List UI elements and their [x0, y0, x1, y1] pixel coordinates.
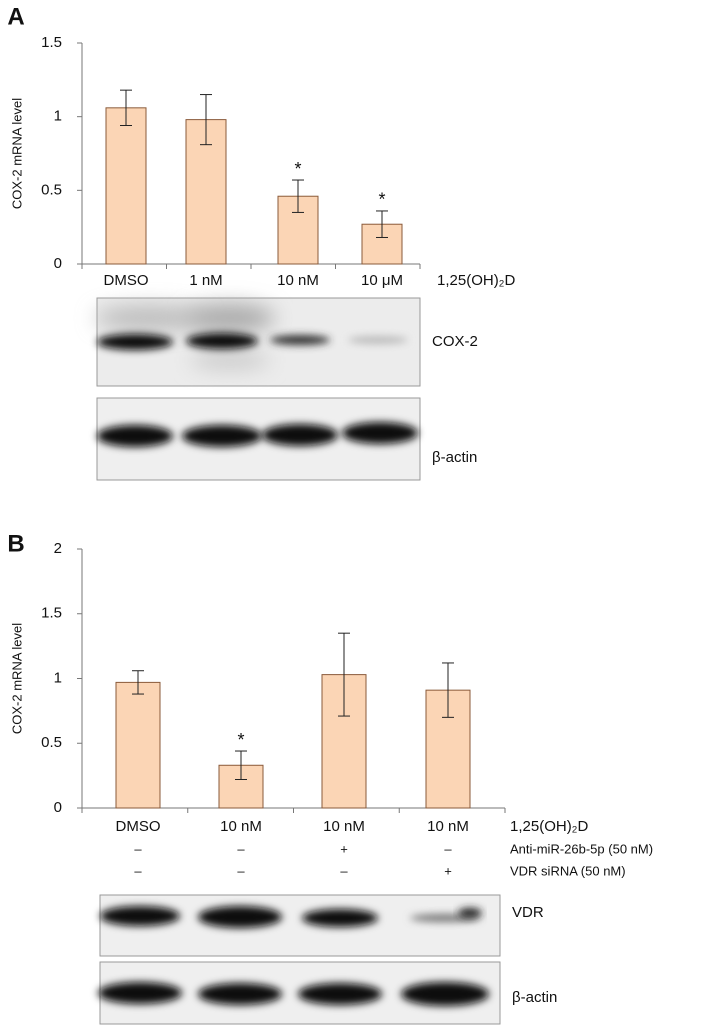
y-axis-label: COX-2 mRNA level	[9, 623, 24, 734]
y-tick-label: 1.5	[41, 34, 62, 51]
x-tick-label: 10 nM	[427, 818, 469, 835]
treatment-sign: –	[237, 863, 245, 878]
significance-mark: *	[378, 190, 385, 210]
treatment-name: VDR siRNA (50 nM)	[510, 863, 626, 878]
x-tick-label: DMSO	[104, 272, 149, 289]
treatment-sign: +	[444, 863, 452, 878]
x-tick-label: 10 nM	[277, 272, 319, 289]
y-tick-label: 1.5	[41, 605, 62, 622]
x-tick-label: 1 nM	[189, 272, 222, 289]
y-tick-label: 0.5	[41, 734, 62, 751]
treatment-label: 1,25(OH)₂D	[510, 818, 589, 835]
treatment-sign: –	[134, 841, 142, 856]
treatment-sign: –	[444, 841, 452, 856]
blot-label: β-actin	[512, 989, 557, 1006]
y-tick-label: 0	[54, 799, 62, 816]
treatment-sign: –	[134, 863, 142, 878]
significance-mark: *	[237, 730, 244, 750]
y-tick-label: 1	[54, 669, 62, 686]
blot	[98, 961, 501, 1025]
blot-label: COX-2	[432, 333, 478, 350]
y-tick-label: 0.5	[41, 181, 62, 198]
x-tick-label: 10 μM	[361, 272, 403, 289]
blot-label: β-actin	[432, 449, 477, 466]
x-tick-label: 10 nM	[220, 818, 262, 835]
panel-label: A	[7, 3, 24, 30]
y-tick-label: 0	[54, 255, 62, 272]
blot	[99, 894, 501, 957]
blot	[95, 297, 421, 387]
x-tick-label: DMSO	[116, 818, 161, 835]
blot-label: VDR	[512, 904, 544, 921]
x-tick-label: 10 nM	[323, 818, 365, 835]
bar	[105, 107, 147, 265]
blot	[96, 397, 421, 481]
y-axis-label: COX-2 mRNA level	[9, 98, 24, 209]
treatment-name: Anti-miR-26b-5p (50 nM)	[510, 841, 653, 856]
panel-label: B	[7, 530, 24, 557]
treatment-sign: –	[237, 841, 245, 856]
bar	[115, 681, 161, 809]
treatment-sign: +	[340, 841, 348, 856]
y-tick-label: 2	[54, 540, 62, 557]
treatment-label: 1,25(OH)₂D	[437, 272, 516, 289]
y-tick-label: 1	[54, 108, 62, 125]
treatment-sign: –	[340, 863, 348, 878]
significance-mark: *	[294, 159, 301, 179]
